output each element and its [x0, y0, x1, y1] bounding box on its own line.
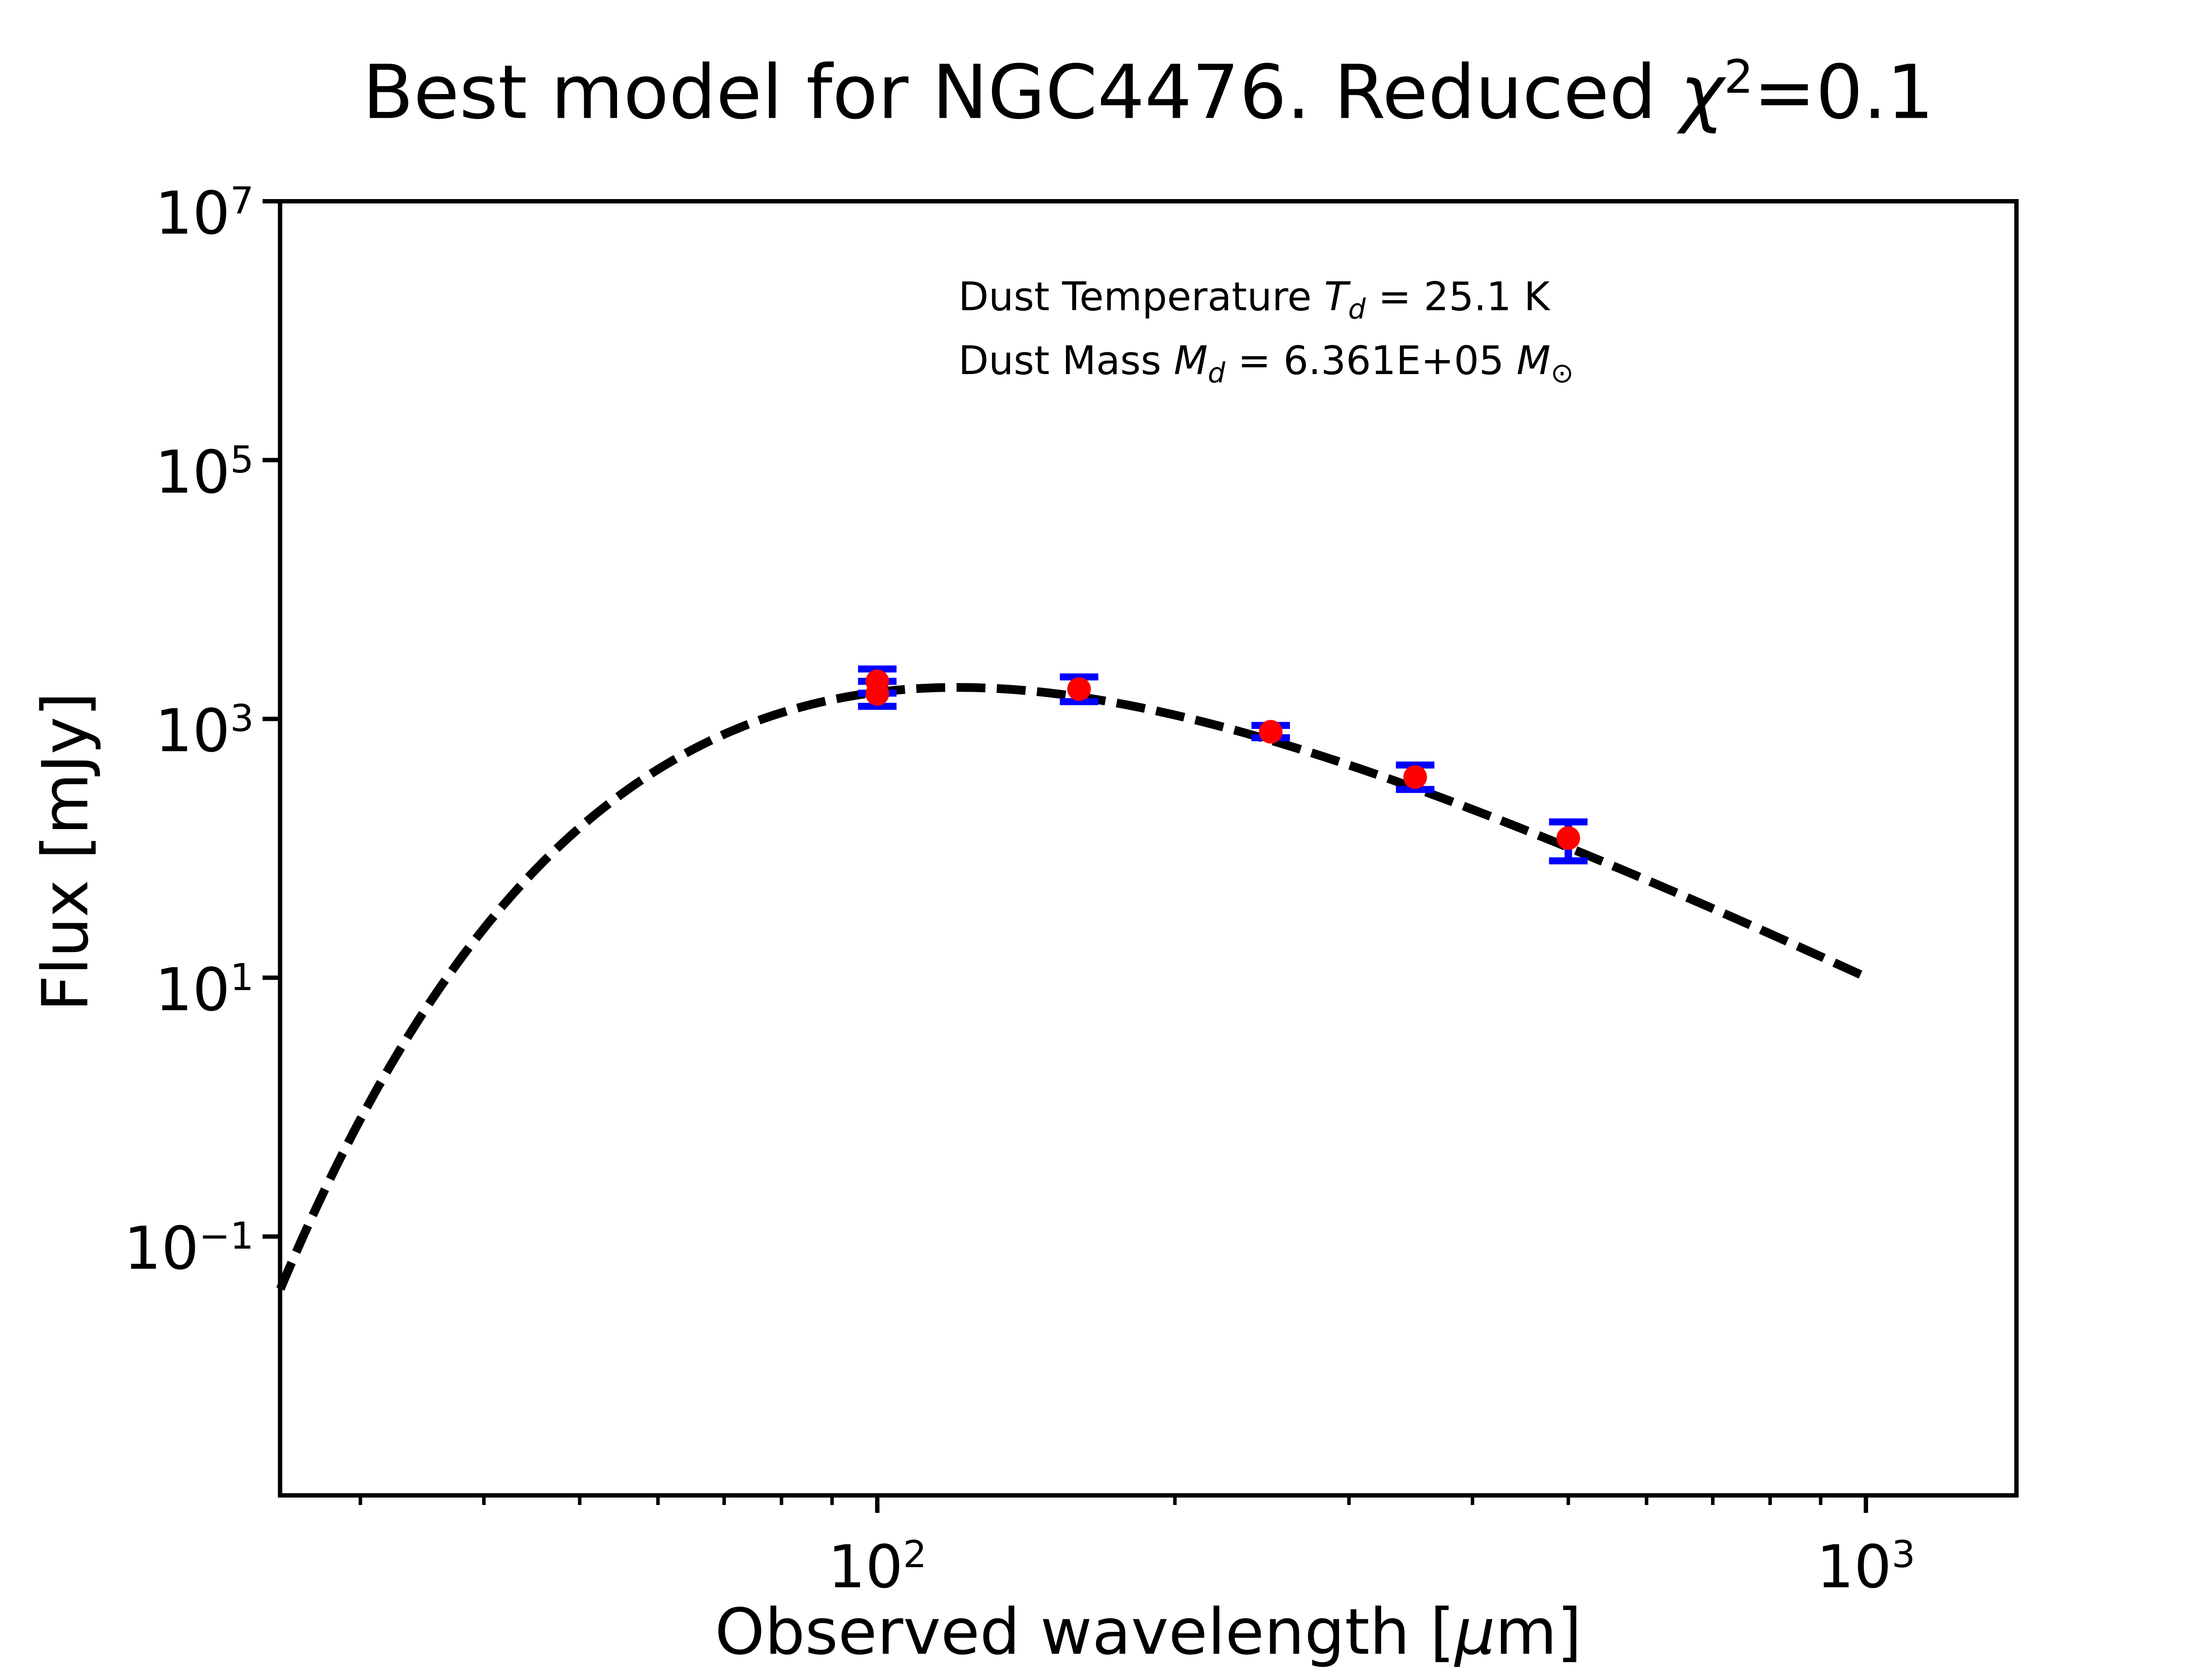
data-point-3: [1259, 720, 1283, 744]
dust-mass-label: Dust Mass: [958, 338, 1174, 384]
y-tick-label-10e3: 103: [155, 696, 254, 766]
title-chi-exponent: 2: [1724, 50, 1753, 104]
y-tick-label-10e7: 107: [155, 179, 254, 248]
x-tick-label-10e2: 102: [828, 1533, 927, 1601]
x-label-unit: m]: [1495, 1595, 1582, 1669]
y-tick-label-10e−1: 10−1: [123, 1214, 254, 1283]
temperature-subscript: d: [1348, 293, 1366, 325]
dust-temperature-label: Dust Temperature: [958, 274, 1324, 320]
y-tick-label-10e5: 105: [155, 438, 254, 507]
data-point-5: [1556, 826, 1580, 850]
chart-title: Best model for NGC4476. Reduced χ2=0.1: [280, 40, 2016, 130]
title-chi-symbol: χ: [1680, 49, 1724, 136]
model-curve: [276, 683, 1868, 1291]
dust-mass-line: Dust Mass Md = 6.361E+05 M⊙: [958, 335, 1574, 399]
title-text: Best model for NGC4476. Reduced: [362, 49, 1680, 136]
data-point-4: [1403, 765, 1427, 789]
title-value: =0.1: [1753, 49, 1934, 136]
mu-symbol: μ: [1455, 1595, 1495, 1669]
dust-temperature-line: Dust Temperature Td = 25.1 K: [958, 271, 1574, 335]
x-tick-label-10e3: 103: [1816, 1533, 1915, 1601]
dust-mass-value: = 6.361E+05: [1225, 338, 1517, 384]
x-axis-label: Observed wavelength [μm]: [280, 1600, 2016, 1664]
temperature-symbol: T: [1324, 274, 1348, 320]
y-tick-label-10e1: 101: [155, 955, 254, 1024]
axes-frame: [278, 199, 2019, 1498]
x-label-text: Observed wavelength [: [715, 1595, 1455, 1669]
fit-parameters-annotation: Dust Temperature Td = 25.1 K Dust Mass M…: [958, 271, 1574, 399]
sun-symbol: ⊙: [1550, 357, 1574, 389]
data-point-2: [1067, 677, 1091, 701]
mass-symbol: M: [1174, 338, 1208, 384]
dust-temperature-value: = 25.1 K: [1365, 274, 1550, 320]
data-point-1: [865, 682, 889, 706]
mass-subscript: d: [1207, 357, 1225, 389]
solar-mass-symbol: M: [1516, 338, 1551, 384]
